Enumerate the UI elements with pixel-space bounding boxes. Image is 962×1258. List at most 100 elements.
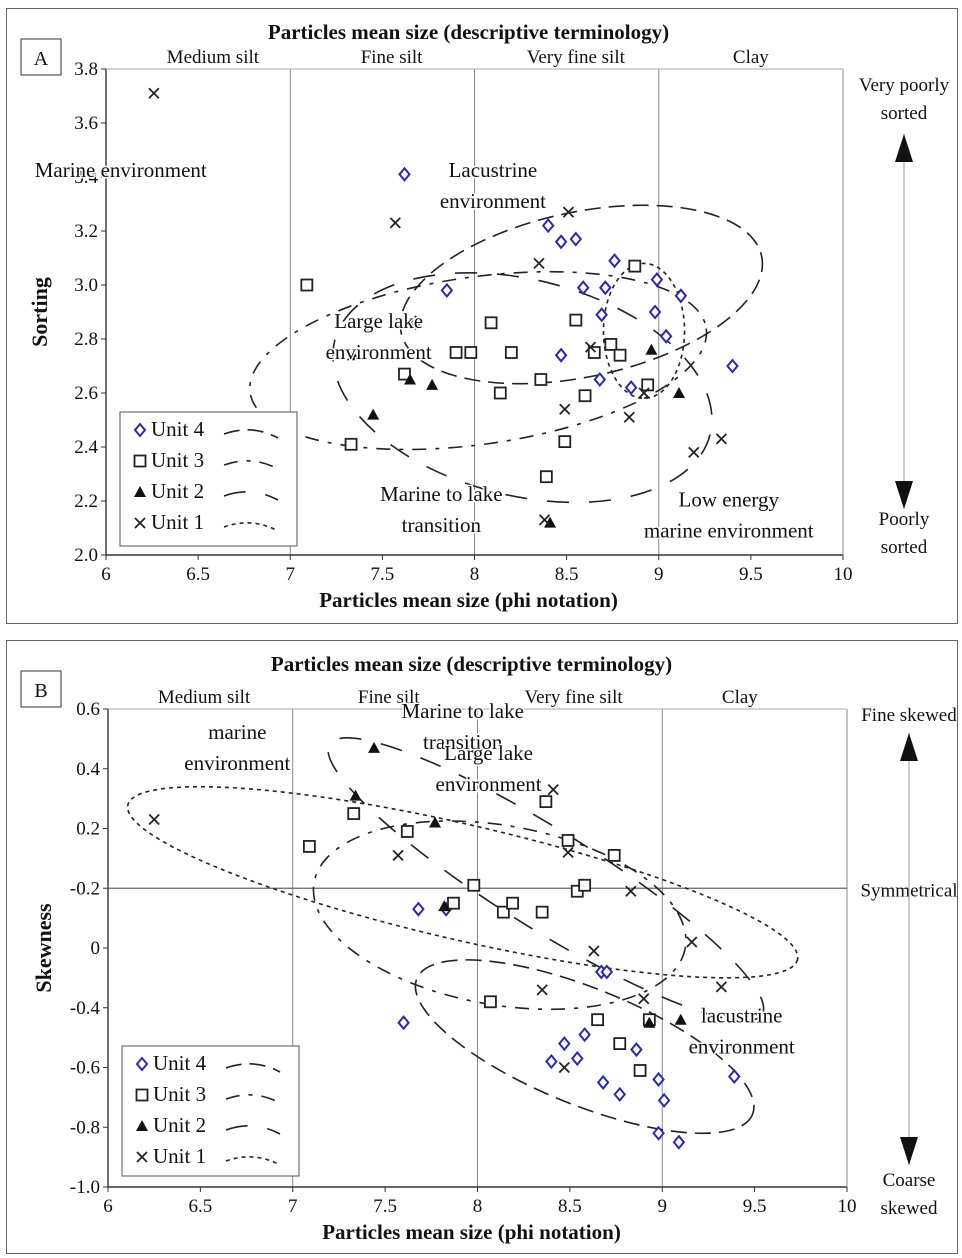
data-point: [449, 346, 463, 359]
data-point: [587, 346, 601, 359]
ellipse-unit-1: [602, 262, 686, 400]
y-axis-label: Sorting: [27, 277, 52, 347]
data-point: [392, 849, 404, 862]
data-point: [638, 993, 650, 1005]
category-label: Medium silt: [158, 687, 251, 708]
legend: Unit 4 Unit 3 Unit 2 Unit 1: [119, 411, 298, 547]
down-arrow-icon: [895, 481, 913, 509]
legend-marker: [134, 517, 146, 529]
series-unit-4: [398, 166, 739, 396]
y-tick-label: 0.6: [76, 699, 100, 720]
y-tick-label: 2.4: [74, 437, 98, 458]
data-point: [533, 257, 545, 270]
y-tick-label: 3.6: [74, 113, 98, 134]
x-tick-label: 10: [834, 564, 853, 585]
y-tick-label: 2.6: [74, 383, 98, 404]
data-point: [659, 328, 673, 344]
series-unit-1: [148, 784, 728, 1074]
data-point: [569, 313, 583, 327]
x-tick-label: 7: [286, 564, 296, 585]
legend-line-sample: [223, 491, 279, 501]
legend-marker: [136, 1151, 148, 1163]
data-point: [562, 206, 575, 218]
legend-label: Unit 2: [151, 479, 204, 503]
legend-line-sample: [225, 1125, 281, 1135]
y-tick-label: 3.0: [74, 275, 98, 296]
data-point: [688, 446, 700, 459]
x-tick-label: 6.5: [186, 564, 210, 585]
data-point: [344, 437, 358, 451]
y-tick-label: -0.8: [70, 1117, 100, 1138]
data-point: [484, 995, 497, 1009]
legend-line-sample: [223, 429, 279, 439]
data-point: [346, 349, 359, 361]
data-point: [534, 373, 548, 386]
data-point: [600, 964, 614, 980]
data-point: [554, 234, 568, 250]
side-label-bottom: Coarse: [883, 1170, 936, 1191]
annotation-text: Lacustrine: [449, 158, 538, 182]
chart-panel-b: B Particles mean size (descriptive termin…: [6, 640, 958, 1254]
panel-label-box: A: [20, 38, 62, 76]
data-point: [578, 389, 592, 403]
data-point: [593, 371, 607, 388]
data-point: [440, 282, 454, 298]
data-point: [728, 1068, 741, 1085]
data-point: [650, 272, 664, 288]
data-point: [595, 307, 608, 323]
data-point: [539, 795, 553, 809]
up-arrow-icon: [900, 733, 918, 761]
data-point: [576, 280, 590, 296]
legend-marker: [133, 422, 147, 438]
y-tick-label: 3.8: [74, 59, 98, 80]
data-point: [467, 878, 481, 892]
data-point: [674, 1013, 687, 1025]
legend-label: Unit 3: [151, 448, 204, 472]
legend-box: [119, 411, 298, 547]
data-point: [484, 316, 498, 330]
data-point: [591, 1013, 604, 1027]
series-unit-3: [300, 259, 655, 484]
x-tick-label: 7.5: [373, 1196, 397, 1217]
panel-label: A: [34, 48, 49, 70]
data-point: [504, 346, 518, 359]
data-point: [404, 373, 417, 385]
data-point: [426, 378, 439, 390]
annotation-text: environment: [440, 189, 546, 213]
legend-label: Unit 1: [151, 510, 204, 534]
data-point: [558, 1061, 570, 1074]
data-point: [438, 900, 451, 912]
panel-label: B: [34, 680, 47, 702]
y-axis-label: Skewness: [31, 903, 56, 993]
data-point: [397, 1015, 410, 1031]
data-point: [409, 315, 422, 331]
side-label-top: Very poorly: [859, 75, 950, 96]
legend-line-sample: [225, 1063, 281, 1073]
data-point: [367, 408, 380, 420]
x-tick-label: 6: [103, 1196, 113, 1217]
category-label: Medium silt: [167, 47, 260, 68]
data-point: [562, 846, 574, 859]
y-tick-label: -0.2: [70, 878, 100, 899]
data-point: [630, 1042, 643, 1058]
category-label: Fine silt: [361, 47, 423, 68]
data-point: [506, 896, 520, 910]
panel-label-box: B: [20, 670, 62, 708]
data-point: [633, 1064, 647, 1077]
ellipse-unit-2: [332, 272, 713, 504]
legend-marker: [135, 1088, 149, 1102]
data-point: [547, 784, 559, 796]
annotation-text: Low energy: [679, 487, 780, 511]
legend-box: [121, 1045, 300, 1177]
data-point: [412, 901, 425, 917]
side-label-top: sorted: [881, 103, 928, 124]
data-point: [569, 231, 583, 247]
category-label: Clay: [733, 47, 769, 68]
annotation-text: Large lake: [444, 741, 533, 765]
x-tick-label: 6.5: [189, 1196, 213, 1217]
ellipse-unit-4: [414, 959, 755, 1135]
legend-label: Unit 4: [151, 417, 205, 441]
side-label-bottom: Poorly: [879, 509, 930, 530]
legend-marker: [136, 1120, 148, 1131]
y-tick-label: 2.8: [74, 329, 98, 350]
